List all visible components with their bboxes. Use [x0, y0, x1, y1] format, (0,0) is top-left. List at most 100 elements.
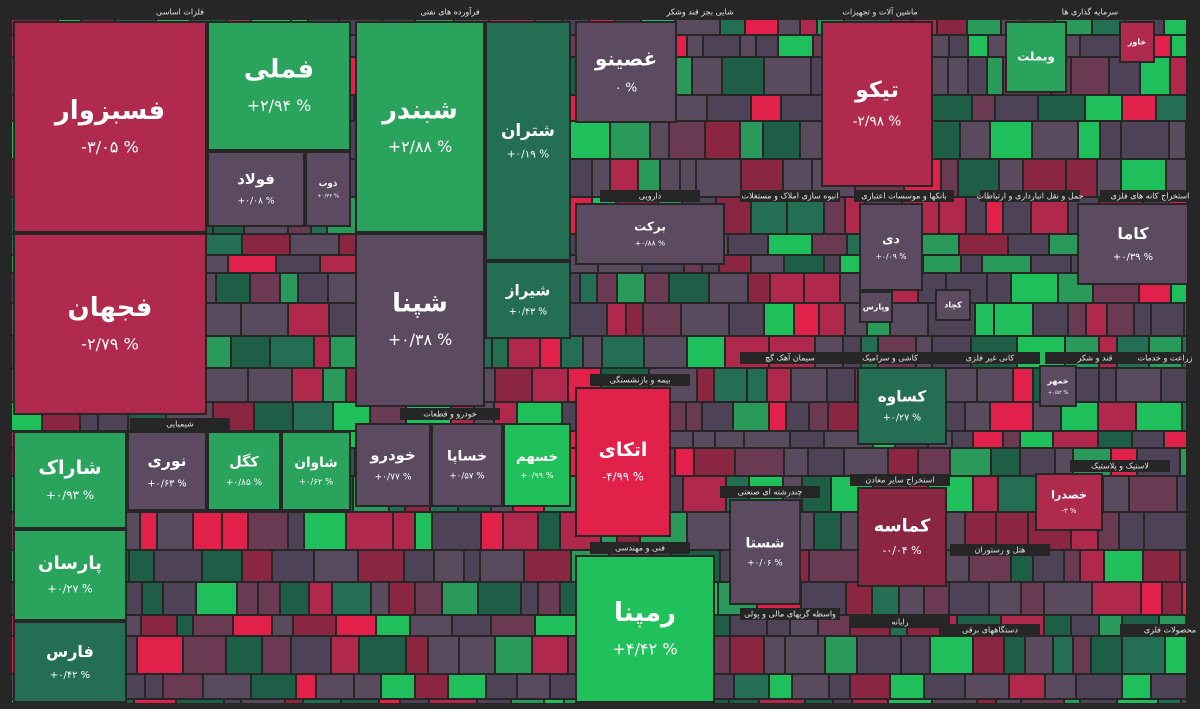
- sector-header-bg: [590, 374, 690, 386]
- stock-tile: [13, 233, 207, 415]
- stock-tile: [785, 449, 807, 475]
- stock-tile: [968, 20, 1000, 34]
- sector-header: شایی بجز قند وشکر: [665, 8, 734, 17]
- stock-tile: [670, 274, 708, 302]
- stock-tile: [598, 274, 616, 302]
- stock-tile: [1004, 432, 1019, 447]
- stock-change: +۰/۶۳ %: [147, 478, 186, 489]
- stock-tile: [813, 235, 846, 254]
- stock-tile: [670, 122, 704, 158]
- stock-tile: [991, 122, 1031, 158]
- stock-name: خاور: [1127, 38, 1147, 47]
- stock-tile: [1098, 160, 1120, 196]
- stock-tile: [974, 432, 1002, 447]
- stock-tile: [967, 198, 985, 233]
- stock-tile: [815, 513, 840, 549]
- stock-tile: [1101, 122, 1120, 158]
- stock-tile: [1135, 304, 1150, 335]
- stock-tile: [1045, 616, 1070, 635]
- stock-tile: [1178, 477, 1186, 511]
- stock-tile: [969, 36, 987, 56]
- stock-tile: [765, 304, 793, 335]
- stock-tile: [503, 423, 571, 507]
- stock-change: +۰/۴۲ %: [50, 670, 90, 681]
- stock-change: -۲/۹۸ %: [853, 114, 902, 130]
- stock-tile: [304, 700, 340, 703]
- stock-tile: [430, 700, 476, 703]
- sector-header: شیمیایی: [166, 420, 194, 429]
- stock-name: شستا: [746, 536, 785, 552]
- stock-tile: [1069, 304, 1085, 335]
- stock-tile: [1065, 700, 1079, 703]
- stock-tile: [978, 369, 1012, 401]
- stock-tile: [263, 637, 290, 673]
- stock-tile: [710, 274, 747, 302]
- stock-tile: [1110, 58, 1139, 94]
- stock-tile: [966, 513, 995, 549]
- stock-tile: [974, 477, 997, 511]
- sector-header-bg: [830, 6, 930, 18]
- stock-change: +۰/۲۷ %: [883, 413, 921, 424]
- stock-tile: [1122, 122, 1168, 158]
- stock-tile: [204, 675, 250, 698]
- stock-tile: [1093, 583, 1140, 614]
- stock-tile: [1123, 96, 1155, 120]
- stock-tile: [1100, 616, 1121, 635]
- sector-header: رایانه: [891, 618, 908, 627]
- stock-tile: [453, 616, 490, 635]
- stock-tile: [996, 96, 1037, 120]
- stock-tile: [828, 369, 854, 401]
- stock-tile: [695, 449, 734, 475]
- stock-tile: [819, 616, 849, 635]
- stock-name: فجهان: [68, 293, 153, 323]
- stock-tile: [575, 21, 677, 123]
- stock-tile: [449, 675, 485, 698]
- stock-change: -۳ %: [1061, 507, 1076, 515]
- stock-tile: [1117, 369, 1160, 401]
- stock-tile: [730, 700, 758, 703]
- stock-tile: [853, 700, 887, 703]
- stock-tile: [1165, 20, 1186, 34]
- stock-tile: [562, 337, 582, 367]
- sector-header-bg: [130, 6, 230, 18]
- stock-tile: [207, 21, 351, 151]
- stock-tile: [1026, 637, 1052, 673]
- stock-tile: [1079, 122, 1099, 158]
- sector-header: سیمان آهک گچ: [765, 353, 815, 363]
- stock-tile: [1012, 274, 1057, 302]
- stock-tile: [158, 513, 192, 549]
- stock-tile: [355, 423, 431, 507]
- sector-header: قند و شکر: [1077, 354, 1113, 363]
- stock-tile: [769, 235, 811, 254]
- stock-tile: [252, 675, 295, 698]
- stock-tile: [13, 431, 127, 529]
- stock-tile: [273, 616, 292, 635]
- stock-tile: [355, 675, 380, 698]
- sector-header: خودرو و قطعات: [423, 410, 477, 419]
- stock-tile: [435, 551, 463, 581]
- stock-tile: [779, 36, 812, 56]
- stock-tile: [478, 700, 510, 703]
- stock-tile: [217, 274, 249, 302]
- stock-name: کماسه: [874, 516, 931, 536]
- stock-tile: [1022, 583, 1043, 614]
- stock-tile: [830, 675, 849, 698]
- stock-tile: [708, 96, 750, 120]
- stock-tile: [847, 583, 871, 614]
- stock-tile: [792, 369, 826, 401]
- stock-tile: [227, 637, 261, 673]
- stock-name: کگل: [229, 452, 259, 470]
- stock-tile: [1181, 449, 1186, 475]
- sector-header: فنی و مهندسی: [615, 544, 665, 553]
- stock-tile: [1137, 403, 1181, 430]
- stock-tile: [973, 96, 994, 120]
- stock-tile: [1133, 432, 1163, 447]
- stock-tile: [782, 96, 828, 120]
- stock-tile: [297, 675, 315, 698]
- stock-tile: [337, 616, 375, 635]
- stock-name: کچاد: [944, 301, 962, 310]
- stock-name: خسهم: [516, 450, 558, 465]
- stock-tile: [1162, 369, 1186, 401]
- stock-tile: [603, 337, 643, 367]
